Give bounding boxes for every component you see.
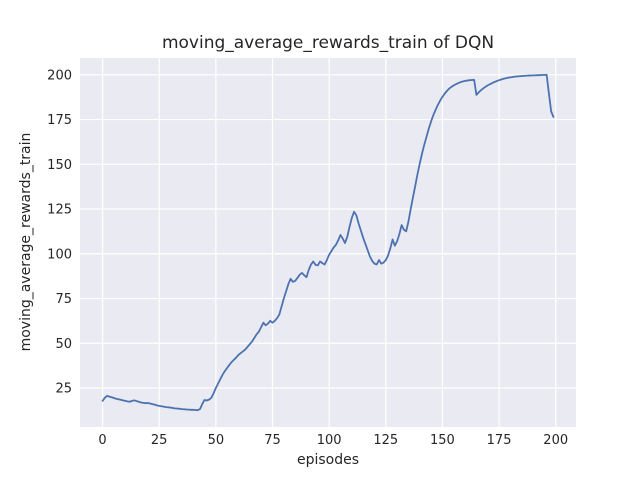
y-tick-label: 150: [47, 158, 72, 173]
x-tick-label: 200: [543, 433, 568, 448]
y-tick-label: 200: [47, 68, 72, 83]
y-tick-label: 25: [55, 381, 72, 396]
y-tick-label: 175: [47, 113, 72, 128]
y-axis-label: moving_average_rewards_train: [18, 132, 34, 352]
x-tick-label: 50: [208, 433, 225, 448]
x-tick-label: 0: [98, 433, 106, 448]
plot-area: [80, 58, 576, 427]
x-axis-label: episodes: [296, 452, 360, 468]
chart-title: moving_average_rewards_train of DQN: [161, 33, 495, 53]
x-tick-label: 100: [317, 433, 342, 448]
y-tick-label: 100: [47, 247, 72, 262]
x-tick-label: 150: [430, 433, 455, 448]
x-tick-label: 75: [264, 433, 281, 448]
x-tick-label: 25: [151, 433, 168, 448]
y-tick-label: 75: [55, 292, 72, 307]
y-tick-label: 50: [55, 337, 72, 352]
x-tick-label: 125: [373, 433, 398, 448]
y-tick-label: 125: [47, 203, 72, 218]
x-tick-label: 175: [487, 433, 512, 448]
series-line: [101, 73, 555, 412]
